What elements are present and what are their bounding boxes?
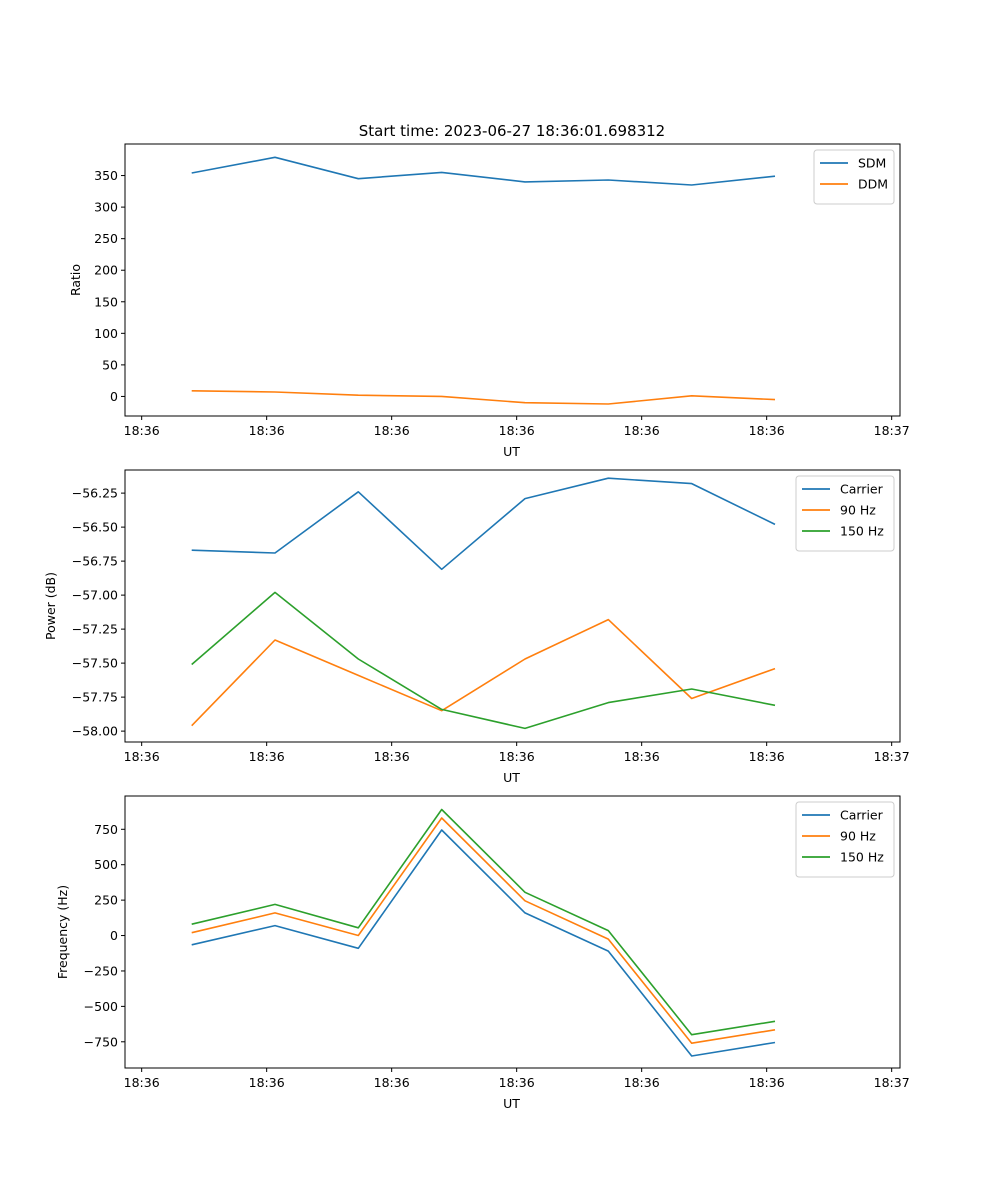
x-tick-label: 18:37	[874, 749, 910, 764]
x-axis-label: UT	[503, 770, 520, 785]
series-line-sdm	[191, 156, 776, 186]
x-tick-label: 18:36	[374, 1075, 410, 1090]
figure-title: Start time: 2023-06-27 18:36:01.698312	[359, 122, 665, 140]
series-line-150-hz	[191, 808, 776, 1036]
y-tick-label: −57.25	[72, 622, 118, 637]
y-tick-label: −750	[84, 1034, 118, 1049]
y-tick-label: 0	[110, 928, 118, 943]
x-tick-label: 18:36	[499, 1075, 535, 1090]
y-tick-label: 100	[94, 326, 118, 341]
axes-frame	[124, 795, 901, 1069]
x-tick-label: 18:36	[499, 749, 535, 764]
y-tick-label: 0	[110, 389, 118, 404]
x-tick-label: 18:36	[249, 749, 285, 764]
x-axis-label: UT	[503, 444, 520, 459]
y-tick-label: 200	[94, 263, 118, 278]
y-tick-label: −500	[84, 999, 118, 1014]
legend-label: Carrier	[840, 808, 884, 823]
x-tick-label: 18:36	[249, 423, 285, 438]
legend-label: 150 Hz	[840, 850, 884, 865]
panel-3: 750 500 250 0 −250 −500 −750 18:36 18:36 18:36 18:…	[55, 795, 910, 1111]
series-line-150-hz	[191, 591, 776, 730]
y-tick-label: 500	[94, 857, 118, 872]
x-tick-label: 18:37	[874, 423, 910, 438]
y-tick-label: 350	[94, 168, 118, 183]
series-line-carrier	[191, 477, 776, 571]
panels: 0 50 100 150 200 250 300 350 18:36 18:36 18:36 18:3…	[43, 143, 910, 1111]
x-tick-label: 18:36	[124, 423, 160, 438]
y-tick-label: 250	[94, 893, 118, 908]
legend-label: 90 Hz	[840, 503, 876, 518]
x-axis-label: UT	[503, 1096, 520, 1111]
legend: SDM DDM	[813, 149, 895, 205]
y-tick-label: −57.75	[72, 690, 118, 705]
x-tick-label: 18:36	[124, 1075, 160, 1090]
y-tick-label: −57.50	[72, 656, 118, 671]
legend-label: 150 Hz	[840, 524, 884, 539]
x-tick-label: 18:36	[749, 749, 785, 764]
panel-1: 0 50 100 150 200 250 300 350 18:36 18:36 18:36 18:3…	[68, 143, 910, 459]
legend-box	[795, 801, 895, 878]
y-tick-label: −56.25	[72, 486, 118, 501]
x-tick-label: 18:36	[499, 423, 535, 438]
legend: Carrier 90 Hz 150 Hz	[795, 801, 895, 878]
legend: Carrier 90 Hz 150 Hz	[795, 475, 895, 552]
x-tick-label: 18:36	[374, 749, 410, 764]
x-tick-label: 18:36	[374, 423, 410, 438]
legend-label: SDM	[858, 156, 886, 171]
y-tick-label: −250	[84, 963, 118, 978]
x-tick-label: 18:36	[624, 1075, 660, 1090]
y-axis-label: Ratio	[68, 264, 83, 296]
y-tick-label: 750	[94, 822, 118, 837]
series-line-ddm	[191, 390, 776, 405]
y-tick-label: 300	[94, 200, 118, 215]
y-tick-label: −57.00	[72, 588, 118, 603]
legend-box	[795, 475, 895, 552]
legend-label: Carrier	[840, 482, 884, 497]
x-tick-label: 18:36	[124, 749, 160, 764]
panel-2: −56.25 −56.50 −56.75 −57.00 −57.25 −57.50 −57.…	[43, 469, 910, 785]
x-tick-label: 18:36	[749, 1075, 785, 1090]
x-tick-label: 18:36	[624, 423, 660, 438]
y-tick-label: 150	[94, 294, 118, 309]
legend-label: 90 Hz	[840, 829, 876, 844]
y-tick-label: −58.00	[72, 724, 118, 739]
y-axis-label: Frequency (Hz)	[55, 885, 70, 979]
x-tick-label: 18:36	[249, 1075, 285, 1090]
y-tick-label: 250	[94, 231, 118, 246]
x-tick-label: 18:37	[874, 1075, 910, 1090]
x-tick-label: 18:36	[624, 749, 660, 764]
x-tick-label: 18:36	[749, 423, 785, 438]
legend-label: DDM	[858, 177, 888, 192]
series-line-90-hz	[191, 817, 776, 1044]
series-line-90-hz	[191, 618, 776, 727]
y-axis-label: Power (dB)	[43, 572, 58, 640]
y-tick-label: 50	[102, 357, 118, 372]
axes-frame	[124, 143, 901, 417]
y-tick-label: −56.75	[72, 554, 118, 569]
y-tick-label: −56.50	[72, 520, 118, 535]
axes-frame	[124, 469, 901, 743]
series-line-carrier	[191, 829, 776, 1057]
